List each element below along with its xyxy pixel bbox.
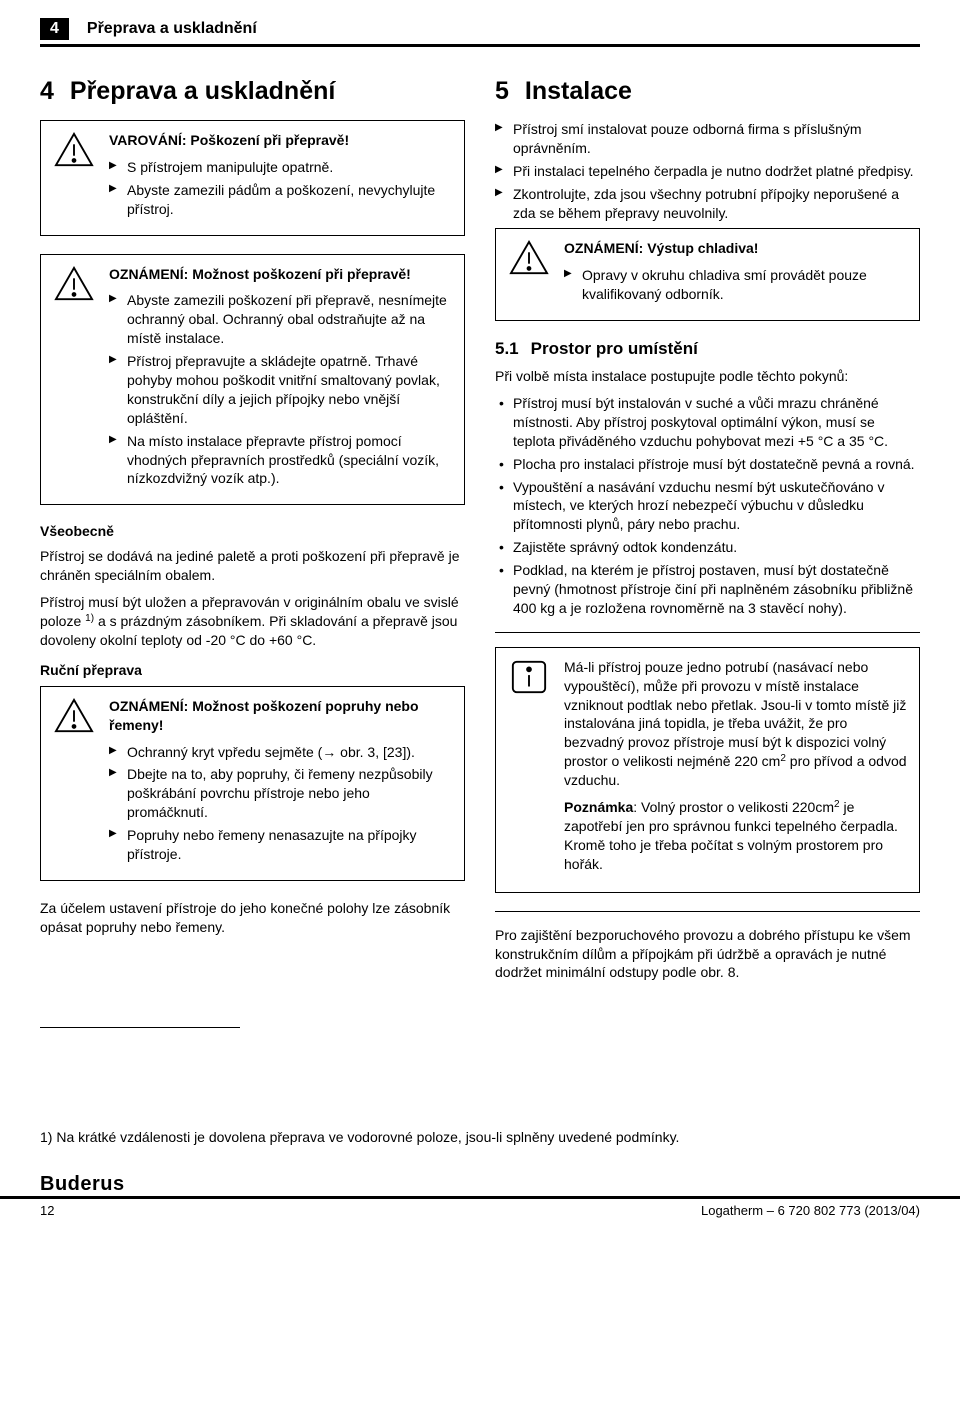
divider <box>495 911 920 912</box>
section-title: Instalace <box>525 77 632 105</box>
notice-item: Abyste zamezili poškození při přepravě, … <box>109 291 452 348</box>
notice-item: Ochranný kryt vpředu sejměte (→ obr. 3, … <box>109 743 452 762</box>
notice-box: OZNÁMENÍ: Výstup chladiva! Opravy v okru… <box>495 228 920 321</box>
page-footer: 12 Logatherm – 6 720 802 773 (2013/04) <box>0 1196 960 1226</box>
info-box: Má-li přístroj pouze jedno potrubí (nasá… <box>495 647 920 893</box>
list-item: Plocha pro instalaci přístroje musí být … <box>495 455 920 474</box>
paragraph: Pro zajištění bezporuchového provozu a d… <box>495 926 920 983</box>
notice-lead: OZNÁMENÍ: Možnost poškození při přepravě… <box>109 265 452 284</box>
notice-item: Přístroj přepravujte a skládejte opatrně… <box>109 352 452 428</box>
notice-item: Dbejte na to, aby popruhy, či řemeny nez… <box>109 765 452 822</box>
section-heading-4: 4 Přeprava a uskladnění <box>40 77 465 106</box>
list-item: Při instalaci tepelného čerpadla je nutn… <box>495 162 920 181</box>
brand-logo: Buderus <box>0 1165 960 1196</box>
footnote: 1) Na krátké vzdálenosti je dovolena pře… <box>40 1128 920 1147</box>
chapter-number: 4 <box>40 18 69 40</box>
section-number: 5 <box>495 77 509 105</box>
warning-item: Abyste zamezili pádům a poškození, nevyc… <box>109 181 452 219</box>
warning-item: S přístrojem manipulujte opatrně. <box>109 158 452 177</box>
paragraph: Přístroj musí být uložen a přepravován v… <box>40 593 465 650</box>
page-header: 4 Přeprava a uskladnění <box>40 18 920 47</box>
warning-lead: VAROVÁNÍ: Poškození při přepravě! <box>109 131 452 150</box>
section-title: Přeprava a uskladnění <box>70 77 335 105</box>
notice-box: OZNÁMENÍ: Možnost poškození popruhy nebo… <box>40 686 465 881</box>
divider <box>495 632 920 633</box>
right-column: 5 Instalace Přístroj smí instalovat pouze… <box>495 77 920 1128</box>
info-icon <box>508 658 550 696</box>
notice-item: Opravy v okruhu chladiva smí provádět po… <box>564 266 907 304</box>
footer-docid: Logatherm – 6 720 802 773 (2013/04) <box>701 1203 920 1218</box>
warning-box: VAROVÁNÍ: Poškození při přepravě! S přís… <box>40 120 465 236</box>
list-item: Přístroj smí instalovat pouze odborná fi… <box>495 120 920 158</box>
subsection-title: Prostor pro umístění <box>531 339 698 358</box>
warning-icon <box>53 697 95 735</box>
section-heading-5: 5 Instalace <box>495 77 920 106</box>
info-text: Poznámka: Volný prostor o velikosti 220c… <box>564 798 907 874</box>
subsection-heading-5-1: 5.1 Prostor pro umístění <box>495 339 920 359</box>
left-column: 4 Přeprava a uskladnění VAROVÁNÍ: Poškoze… <box>40 77 465 1128</box>
warning-icon <box>53 265 95 303</box>
warning-icon <box>53 131 95 169</box>
notice-box: OZNÁMENÍ: Možnost poškození při přepravě… <box>40 254 465 506</box>
subsection-number: 5.1 <box>495 339 519 358</box>
footer-pagenum: 12 <box>40 1203 54 1218</box>
paragraph: Za účelem ustavení přístroje do jeho kon… <box>40 899 465 937</box>
notice-item: Na místo instalace přepravte přístroj po… <box>109 432 452 489</box>
section-number: 4 <box>40 77 54 105</box>
list-item: Zkontrolujte, zda jsou všechny potrubní … <box>495 185 920 223</box>
paragraph: Přístroj se dodává na jediné paletě a pr… <box>40 547 465 585</box>
warning-icon <box>508 239 550 277</box>
list-item: Zajistěte správný odtok kondenzátu. <box>495 538 920 557</box>
notice-item: Popruhy nebo řemeny nenasazujte na přípo… <box>109 826 452 864</box>
notice-lead: OZNÁMENÍ: Výstup chladiva! <box>564 239 907 258</box>
list-item: Přístroj musí být instalován v suché a v… <box>495 394 920 451</box>
footnote-rule <box>40 1027 240 1028</box>
chapter-title: Přeprava a uskladnění <box>87 20 257 38</box>
list-item: Podklad, na kterém je přístroj postaven,… <box>495 561 920 618</box>
info-text: Má-li přístroj pouze jedno potrubí (nasá… <box>564 658 907 790</box>
subheading-rucni: Ruční přeprava <box>40 662 465 678</box>
list-item: Vypouštění a nasávání vzduchu nesmí být … <box>495 478 920 535</box>
paragraph: Při volbě místa instalace postupujte pod… <box>495 367 920 386</box>
notice-lead: OZNÁMENÍ: Možnost poškození popruhy nebo… <box>109 697 452 735</box>
subheading-vseobecne: Všeobecně <box>40 523 465 539</box>
